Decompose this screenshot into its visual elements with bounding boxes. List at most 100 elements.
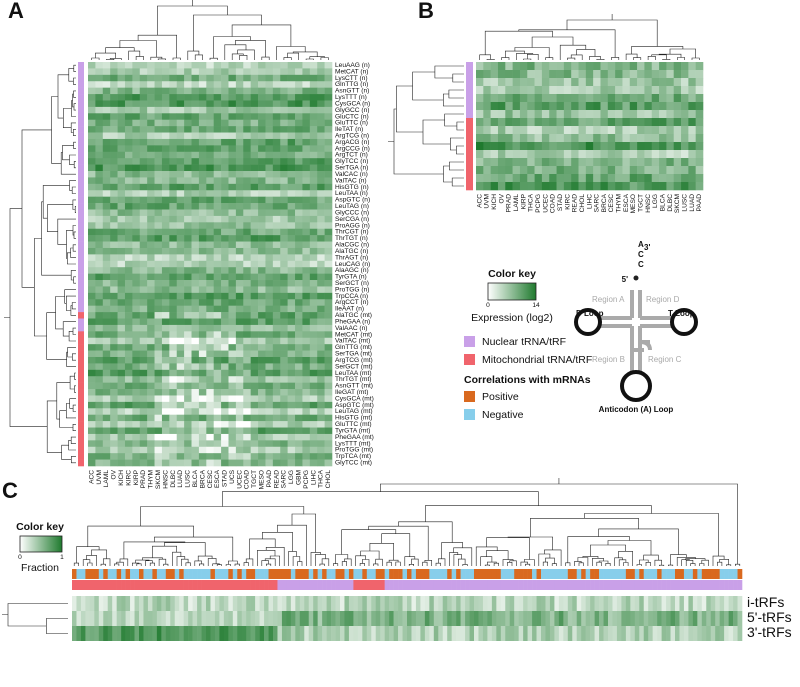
heatmap-cell	[235, 164, 244, 172]
group-bar	[466, 182, 473, 191]
correlation-strip	[469, 569, 475, 579]
heatmap-cell	[578, 142, 587, 151]
correlation-strip	[514, 569, 519, 579]
heatmap-cell	[695, 174, 704, 183]
heatmap-cell	[213, 292, 222, 300]
column-label: PRAD	[506, 194, 513, 213]
heatmap-cell	[156, 626, 162, 641]
heatmap-cell	[132, 222, 141, 230]
heatmap-cell	[265, 247, 274, 255]
heatmap-cell	[250, 267, 259, 274]
group-strip	[366, 580, 372, 590]
heatmap-cell	[737, 626, 743, 641]
heatmap-cell	[309, 94, 318, 101]
heatmap-cell	[243, 421, 251, 428]
group-bar	[78, 100, 84, 108]
heatmap-cell	[549, 142, 557, 151]
row-label: TrpTCA (mt)	[335, 453, 371, 460]
heatmap-cell	[102, 267, 111, 274]
heatmap-cell	[235, 190, 244, 197]
heatmap-cell	[287, 126, 296, 133]
heatmap-cell	[117, 177, 126, 185]
heatmap-cell	[657, 611, 662, 626]
heatmap-cell	[629, 70, 638, 79]
heatmap-cell	[250, 228, 259, 236]
region-label: Region D	[646, 295, 680, 304]
heatmap-cell	[324, 389, 333, 396]
row-label: CysGCA (mt)	[335, 395, 374, 402]
group-strip	[161, 580, 167, 590]
heatmap-cell	[733, 596, 738, 611]
heatmap-cell	[117, 94, 126, 101]
heatmap-cell	[483, 158, 491, 167]
heatmap-cell	[95, 119, 104, 127]
heatmap-cell	[184, 324, 192, 332]
heatmap-cell	[287, 350, 296, 358]
heatmap-cell	[681, 94, 689, 103]
group-bar	[78, 389, 84, 396]
heatmap-cell	[250, 414, 259, 422]
group-strip	[599, 580, 604, 590]
heatmap-cell	[110, 106, 118, 114]
column-label: READ	[273, 470, 280, 489]
heatmap-cell	[309, 228, 318, 236]
trna-base: C	[638, 260, 644, 269]
group-strip	[277, 580, 283, 590]
heatmap-cell	[309, 235, 318, 242]
group-strip	[348, 580, 354, 590]
heatmap-cell	[556, 78, 565, 87]
heatmap-cell	[280, 356, 288, 364]
heatmap-cell	[243, 100, 251, 108]
heatmap-cell	[497, 102, 506, 111]
column-label: BRCA	[199, 469, 206, 488]
heatmap-cell	[534, 110, 543, 119]
heatmap-cell	[132, 369, 141, 377]
heatmap-cell	[147, 126, 155, 133]
heatmap-cell	[335, 596, 341, 611]
legend-item: Positive	[482, 391, 519, 403]
heatmap-cell	[287, 369, 296, 377]
heatmap-cell	[280, 382, 288, 390]
heatmap-cell	[206, 87, 214, 95]
heatmap-cell	[161, 395, 170, 403]
heatmap-cell	[585, 142, 594, 151]
heatmap-cell	[154, 356, 163, 364]
heatmap-cell	[505, 158, 513, 167]
heatmap-cell	[549, 94, 557, 103]
heatmap-cell	[169, 196, 178, 204]
heatmap-cell	[191, 292, 200, 300]
heatmap-cell	[147, 401, 155, 409]
group-strip	[98, 580, 104, 590]
heatmap-cell	[147, 421, 155, 428]
correlation-strip	[692, 569, 698, 579]
group-strip	[585, 580, 591, 590]
heatmap-cell	[651, 134, 660, 143]
heatmap-cell	[95, 106, 104, 114]
group-bar	[466, 126, 473, 135]
heatmap-cell	[169, 433, 178, 441]
heatmap-cell	[235, 247, 244, 255]
heatmap-cell	[139, 305, 148, 313]
heatmap-cell	[221, 427, 229, 435]
heatmap-cell	[124, 344, 133, 351]
heatmap-cell	[117, 209, 126, 217]
heatmap-cell	[287, 247, 296, 255]
heatmap-cell	[102, 324, 111, 332]
heatmap-cell	[154, 196, 163, 204]
heatmap-cell	[139, 81, 148, 88]
correlation-strip	[223, 569, 229, 579]
heatmap-cell	[213, 453, 222, 460]
heatmap-cell	[198, 331, 207, 339]
legend-item: Negative	[482, 409, 524, 421]
heatmap-cell	[95, 209, 104, 217]
group-bar	[466, 86, 473, 95]
heatmap-cell	[198, 273, 207, 281]
heatmap-cell	[235, 344, 244, 351]
heatmap-cell	[594, 626, 600, 641]
heatmap-cell	[541, 118, 550, 127]
heatmap-cell	[228, 119, 237, 127]
heatmap-cell	[169, 215, 178, 223]
heatmap-cell	[442, 611, 448, 626]
heatmap-cell	[235, 369, 244, 377]
heatmap-cell	[545, 611, 551, 626]
